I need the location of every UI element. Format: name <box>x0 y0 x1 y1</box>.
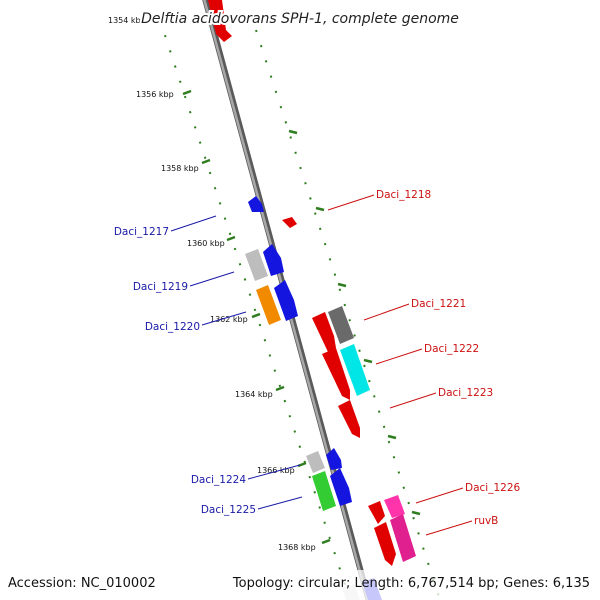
gene-label-daci-1218[interactable]: Daci_1218 <box>376 189 431 201</box>
gene-label-daci-1219[interactable]: Daci_1219 <box>133 281 188 293</box>
left-label-connectors <box>170 215 303 510</box>
gene-daci-1217[interactable] <box>248 196 264 212</box>
ruler-labels: 1354 kbp 1356 kbp 1358 kbp 1360 kbp 1362… <box>108 16 316 552</box>
gene-label-daci-1223[interactable]: Daci_1223 <box>438 387 493 399</box>
genome-summary-text: Topology: circular; Length: 6,767,514 bp… <box>232 576 590 591</box>
gene-daci-1218[interactable] <box>282 217 297 228</box>
gene-ruvb[interactable] <box>390 514 416 562</box>
gene-label-daci-1222[interactable]: Daci_1222 <box>424 343 479 355</box>
tick-mark <box>226 235 236 242</box>
gene-arrow[interactable] <box>208 0 232 42</box>
kbp-label: 1354 kbp <box>108 16 146 25</box>
gene-daci-1223[interactable] <box>338 400 360 438</box>
gene-label-daci-1221[interactable]: Daci_1221 <box>411 298 466 310</box>
kbp-label: 1368 kbp <box>278 543 316 552</box>
left-dash-track <box>159 19 351 600</box>
tick-mark <box>315 206 325 212</box>
gene-label-daci-1217[interactable]: Daci_1217 <box>114 226 169 238</box>
tick-mark <box>337 282 347 288</box>
gene-blue-d[interactable] <box>330 468 352 506</box>
tick-mark <box>288 129 298 135</box>
gene-daci-1221[interactable] <box>328 306 354 344</box>
kbp-label: 1362 kbp <box>210 315 248 324</box>
ruler-dashes <box>159 19 441 600</box>
kbp-label: 1364 kbp <box>235 390 273 399</box>
kbp-label: 1366 kbp <box>257 466 295 475</box>
map-title: Delftia acidovorans SPH-1, complete geno… <box>141 11 459 27</box>
gene-daci-1225[interactable] <box>312 471 336 511</box>
right-label-connectors <box>327 194 473 536</box>
tick-mark <box>201 158 211 165</box>
gene-blue-c[interactable] <box>326 448 342 470</box>
gene-red-long[interactable] <box>322 348 350 400</box>
tick-mark <box>251 312 261 319</box>
gene-daci-1221-red[interactable] <box>312 312 336 352</box>
gene-label-ruvb[interactable]: ruvB <box>474 515 498 527</box>
gene-red-ruvb[interactable] <box>374 522 396 566</box>
kbp-label: 1360 kbp <box>187 239 225 248</box>
gene-labels-right: Daci_1218 Daci_1221 Daci_1222 Daci_1223 … <box>376 189 521 527</box>
kbp-label: 1358 kbp <box>161 164 199 173</box>
gene-daci-1220[interactable] <box>256 285 281 325</box>
gene-label-daci-1224[interactable]: Daci_1224 <box>191 474 247 486</box>
tick-mark <box>275 385 285 392</box>
gene-labels-left: Daci_1217 Daci_1219 Daci_1220 Daci_1224 … <box>114 226 256 516</box>
gene-blue-a[interactable] <box>263 244 284 276</box>
tick-mark <box>182 89 192 96</box>
kbp-label: 1356 kbp <box>136 90 174 99</box>
accession-text: Accession: NC_010002 <box>8 576 156 591</box>
gene-label-daci-1226[interactable]: Daci_1226 <box>465 482 521 494</box>
genes <box>208 0 416 600</box>
gene-daci-1226-red[interactable] <box>368 501 385 524</box>
footer-background <box>0 570 600 600</box>
gene-daci-1219[interactable] <box>245 249 268 281</box>
gene-daci-1226[interactable] <box>384 495 405 518</box>
gene-daci-1222[interactable] <box>340 344 370 396</box>
gene-label-daci-1220[interactable]: Daci_1220 <box>145 321 200 333</box>
tick-mark <box>387 434 397 440</box>
gene-daci-1224[interactable] <box>306 451 325 473</box>
gene-blue-b[interactable] <box>274 280 298 321</box>
tick-mark <box>321 538 331 545</box>
tick-mark <box>411 510 421 516</box>
tick-mark <box>363 358 373 364</box>
gene-label-daci-1225[interactable]: Daci_1225 <box>201 504 256 516</box>
